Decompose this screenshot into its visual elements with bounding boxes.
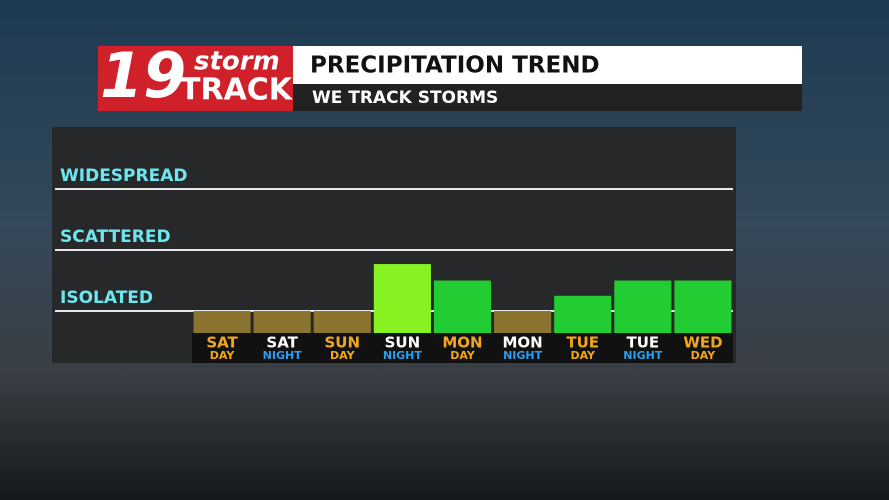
x-tick-period: DAY <box>210 349 236 362</box>
y-tick-label: SCATTERED <box>60 227 171 247</box>
y-tick-label: ISOLATED <box>60 288 153 308</box>
bar <box>373 264 431 333</box>
bar <box>313 311 371 333</box>
x-tick-period: NIGHT <box>623 349 663 362</box>
x-tick-period: DAY <box>691 349 717 362</box>
x-tick-day: SAT <box>206 334 238 352</box>
x-tick-period: NIGHT <box>503 349 543 362</box>
logo-box <box>98 46 293 111</box>
y-tick-label: WIDESPREAD <box>60 166 187 186</box>
bar <box>614 280 672 333</box>
x-tick-day: TUE <box>566 334 599 352</box>
x-tick-period: DAY <box>330 349 356 362</box>
chart-title: PRECIPITATION TREND <box>310 53 600 79</box>
x-tick-period: NIGHT <box>263 349 303 362</box>
x-tick-day: MON <box>442 334 482 352</box>
x-tick-day: SAT <box>266 334 298 352</box>
subtitle-bar <box>293 84 802 111</box>
title-bar <box>293 46 802 84</box>
bar <box>494 311 552 333</box>
bar <box>674 280 732 333</box>
bar <box>554 295 612 333</box>
x-tick-period: DAY <box>450 349 476 362</box>
logo-number: 19 <box>100 39 186 112</box>
x-tick-day: WED <box>683 334 722 352</box>
x-tick-period: NIGHT <box>383 349 423 362</box>
x-tick-day: SUN <box>385 334 421 352</box>
x-tick-day: SUN <box>325 334 361 352</box>
label-strip <box>192 333 733 363</box>
chart-subtitle: WE TRACK STORMS <box>312 88 498 108</box>
bar <box>433 280 492 333</box>
logo-bottom: TRACK <box>180 73 294 108</box>
logo-top: storm <box>194 47 280 77</box>
bar <box>253 311 311 333</box>
x-tick-day: MON <box>502 334 542 352</box>
bar <box>193 311 251 333</box>
x-tick-day: TUE <box>626 334 659 352</box>
x-tick-period: DAY <box>570 349 596 362</box>
